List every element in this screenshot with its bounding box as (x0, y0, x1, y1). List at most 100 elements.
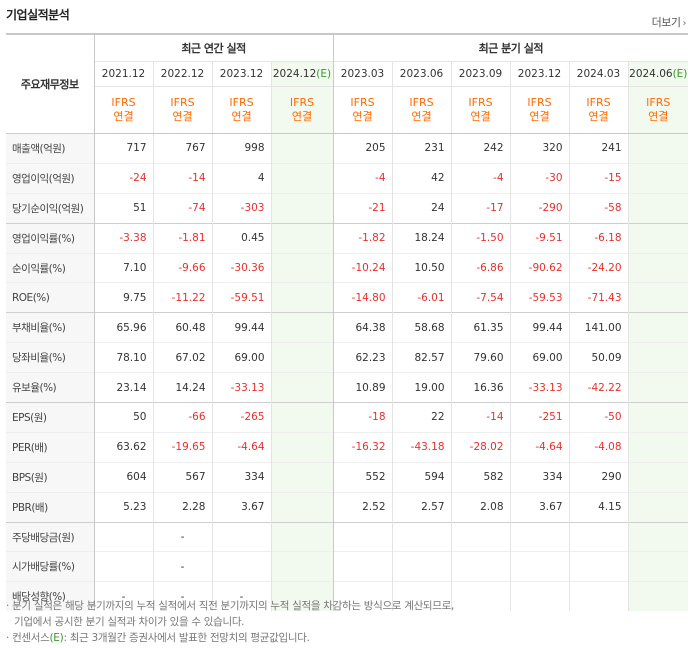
period-label: 2023.12 (517, 68, 562, 80)
table-cell: -21 (332, 192, 393, 224)
ifrs-line1: IFRS (646, 96, 671, 109)
table-cell (270, 162, 334, 194)
table-row: ROE(%) 9.75 -11.22 -59.51 -14.80 -6.01 -7.54 -5… (6, 282, 689, 313)
period-header: 2024.12(E) (270, 61, 334, 87)
more-label[interactable]: 더보기 (651, 16, 681, 29)
table-row: 유보율(%) 23.14 14.24 -33.13 10.89 19.00 16.36 -33… (6, 372, 689, 403)
table-cell: 582 (450, 461, 511, 493)
group-annual: 최근 연간 실적 (94, 34, 334, 62)
table-cell: 65.96 (94, 312, 153, 343)
period-label: 2024.06 (629, 68, 673, 80)
table-cell (270, 222, 334, 254)
table-cell (270, 491, 334, 523)
footnotes: · 분기 실적은 해당 분기까지의 누적 실적에서 직전 분기까지의 누적 실적… (6, 598, 454, 646)
table-cell: 18.24 (391, 222, 452, 254)
ifrs-line1: IFRS (527, 96, 552, 109)
ifrs-line2: 연결 (113, 110, 134, 123)
table-cell: 67.02 (152, 342, 212, 373)
table-cell (627, 282, 689, 313)
ifrs-line2: 연결 (291, 110, 313, 123)
table-cell: -4.08 (568, 431, 629, 463)
table-cell: 552 (332, 461, 393, 493)
table-cell: 567 (152, 461, 212, 493)
table-cell: 3.67 (509, 491, 570, 523)
table-cell: 290 (568, 461, 629, 493)
ifrs-line2: 연결 (231, 110, 252, 123)
table-cell: -90.62 (509, 252, 570, 283)
table-cell: -33.13 (211, 372, 271, 403)
ifrs-label: IFRS 연결 (270, 86, 334, 134)
ifrs-label: IFRS 연결 (391, 86, 452, 134)
table-cell: 9.75 (94, 282, 153, 313)
row-label: 부채비율(%) (6, 312, 95, 343)
ifrs-label: IFRS 연결 (627, 86, 689, 134)
table-cell (627, 252, 689, 283)
ifrs-line2: 연결 (648, 110, 669, 123)
footnote-2-suffix: : 최근 3개월간 증권사에서 발표한 전망치의 평균값입니다. (63, 632, 310, 644)
ifrs-line2: 연결 (172, 110, 193, 123)
table-cell: -16.32 (332, 431, 393, 463)
table-cell: -14.80 (332, 282, 393, 313)
section-title: 기업실적분석 (6, 8, 70, 22)
table-cell (627, 162, 689, 194)
table-cell (332, 581, 393, 612)
ifrs-line1: IFRS (350, 96, 375, 109)
table-cell: -43.18 (391, 431, 452, 463)
table-cell (270, 402, 334, 433)
table-cell: -14 (450, 402, 511, 433)
ifrs-line2: 연결 (352, 110, 373, 123)
table-cell: 4 (211, 162, 271, 194)
period-header: 2023.03 (332, 61, 393, 87)
table-cell: 5.23 (94, 491, 153, 523)
table-cell (270, 461, 334, 493)
table-cell (627, 192, 689, 224)
estimate-mark: (E) (49, 632, 64, 644)
estimate-mark: (E) (316, 68, 332, 80)
footnote-1: · 분기 실적은 해당 분기까지의 누적 실적에서 직전 분기까지의 누적 실적… (6, 600, 455, 612)
row-label: PBR(배) (6, 491, 95, 523)
table-cell: -18 (332, 402, 393, 433)
group-quarter: 최근 분기 실적 (332, 34, 689, 62)
table-cell (627, 133, 689, 164)
table-cell (450, 521, 511, 552)
table-cell: 23.14 (94, 372, 153, 403)
table-cell (270, 133, 334, 164)
table-cell: - (152, 581, 212, 612)
row-label: 시가배당률(%) (6, 551, 95, 582)
period-label: 2022.12 (160, 68, 205, 80)
ifrs-label: IFRS 연결 (450, 86, 511, 134)
table-cell: 24 (391, 192, 452, 224)
table-cell: -50 (568, 402, 629, 433)
table-cell: 51 (94, 192, 153, 224)
ifrs-line2: 연결 (529, 110, 550, 123)
table-cell: -14 (152, 162, 212, 194)
more-link[interactable]: 더보기 › (651, 14, 687, 30)
table-cell: -33.13 (509, 372, 570, 403)
ifrs-label: IFRS 연결 (211, 86, 271, 134)
row-label: 유보율(%) (6, 372, 95, 403)
table-cell: -1.81 (152, 222, 212, 254)
table-cell (270, 312, 334, 343)
table-cell: 320 (509, 133, 570, 164)
period-label: 2023.12 (219, 68, 264, 80)
table-cell: -11.22 (152, 282, 212, 313)
table-cell (627, 461, 689, 493)
table-cell: 58.68 (391, 312, 452, 343)
table-cell: 60.48 (152, 312, 212, 343)
table-cell: 10.89 (332, 372, 393, 403)
table-cell (627, 551, 689, 582)
table-cell: -4.64 (509, 431, 570, 463)
table-cell: -6.86 (450, 252, 511, 283)
footnote-2: · 컨센서스(E): 최근 3개월간 증권사에서 발표한 전망치의 평균값입니다… (6, 630, 454, 646)
table-cell (391, 581, 452, 612)
period-header: 2023.12 (211, 61, 271, 87)
table-cell: 141.00 (568, 312, 629, 343)
table-cell: 604 (94, 461, 153, 493)
table-cell (94, 521, 153, 552)
row-label: EPS(원) (6, 402, 95, 433)
table-cell: 69.00 (509, 342, 570, 373)
table-cell: -74 (152, 192, 212, 224)
table-cell: -251 (509, 402, 570, 433)
table-cell (627, 342, 689, 373)
ifrs-line1: IFRS (586, 96, 611, 109)
